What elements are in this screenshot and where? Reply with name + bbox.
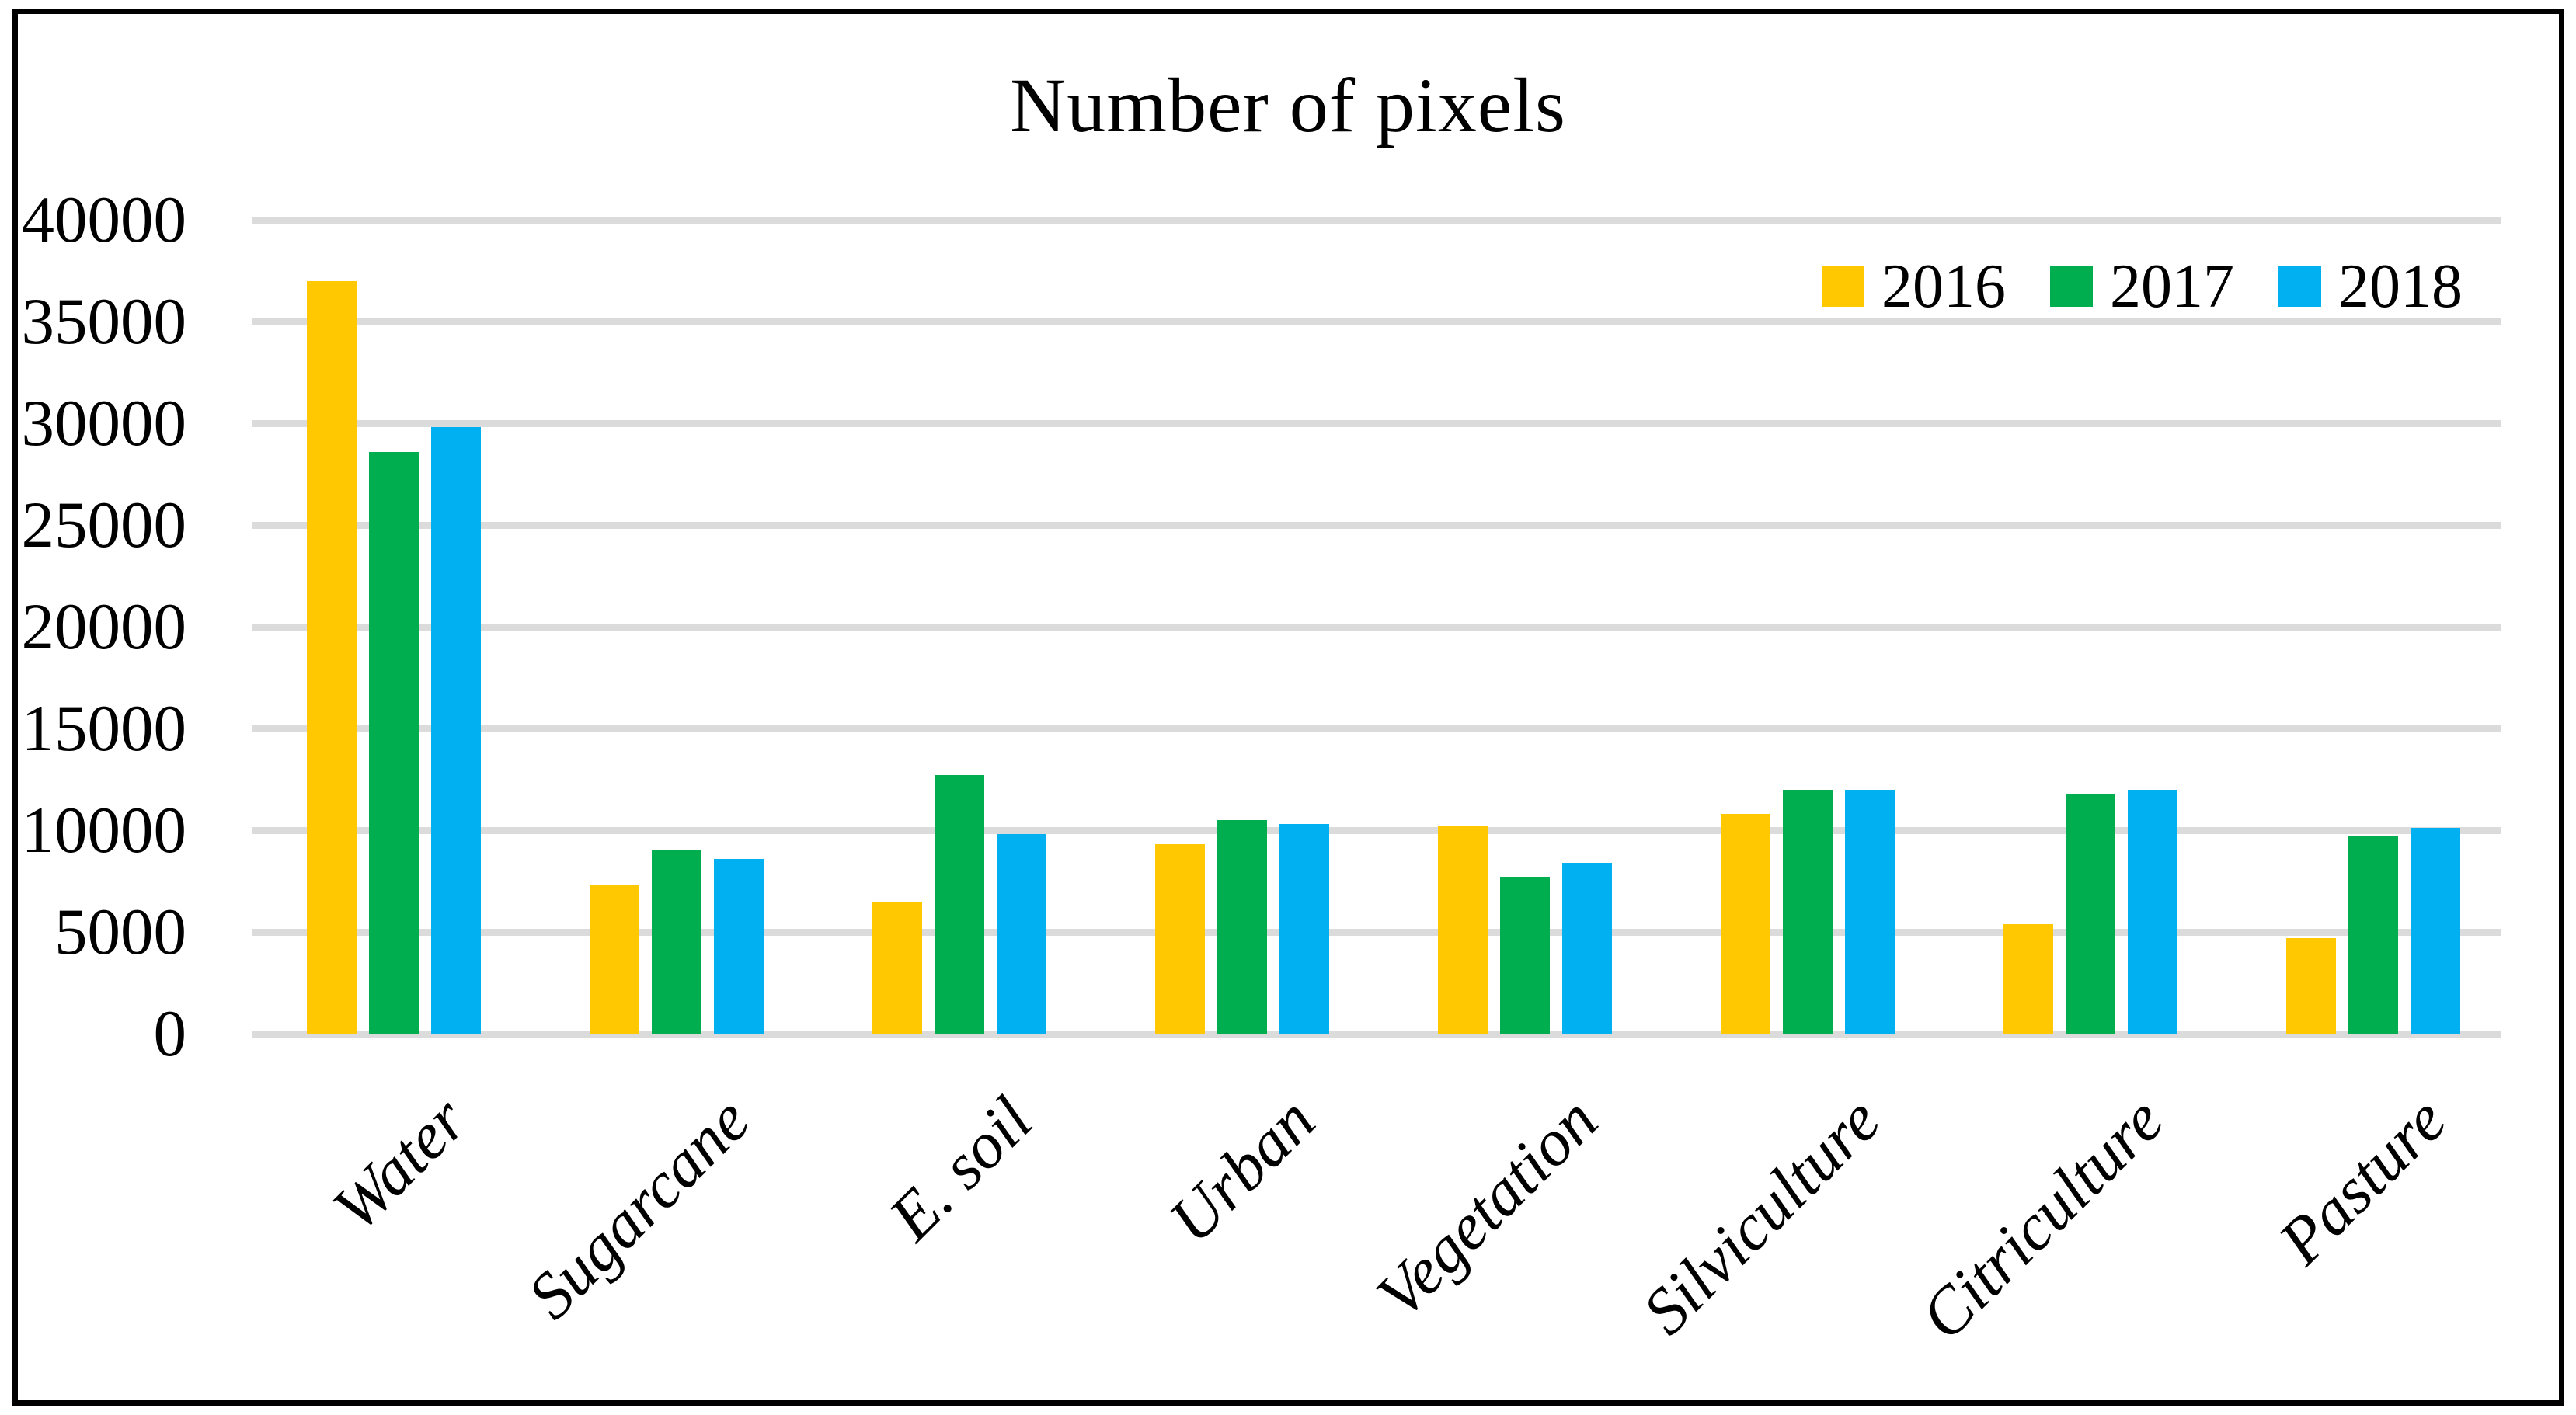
legend-swatch-2017 bbox=[2050, 266, 2093, 307]
category-label-urban: Urban bbox=[1155, 1083, 1329, 1257]
category-label-e-soil: E. soil bbox=[875, 1083, 1046, 1255]
bar-2017-pasture bbox=[2348, 836, 2398, 1034]
legend-label-2018: 2018 bbox=[2338, 252, 2463, 321]
gridline-5000 bbox=[252, 929, 2501, 936]
gridline-15000 bbox=[252, 725, 2501, 732]
bar-2016-silviculture bbox=[1721, 814, 1770, 1034]
gridline-35000 bbox=[252, 318, 2501, 325]
bar-2016-e-soil bbox=[872, 901, 922, 1034]
category-label-water: Water bbox=[319, 1083, 481, 1245]
bar-2018-silviculture bbox=[1845, 789, 1895, 1034]
legend-item-2017: 2017 bbox=[2050, 256, 2234, 318]
bar-2017-water bbox=[369, 451, 419, 1034]
chart-title: Number of pixels bbox=[1010, 62, 1566, 148]
gridline-0 bbox=[252, 1031, 2501, 1038]
y-axis-tick-label-30000: 30000 bbox=[21, 387, 187, 460]
category-label-silviculture: Silviculture bbox=[1629, 1083, 1895, 1349]
bar-2018-urban bbox=[1279, 824, 1329, 1034]
bar-2016-pasture bbox=[2286, 937, 2336, 1034]
legend-swatch-2018 bbox=[2278, 266, 2321, 307]
legend-label-2016: 2016 bbox=[1882, 252, 2006, 321]
legend-item-2018: 2018 bbox=[2278, 256, 2463, 318]
bar-2016-sugarcane bbox=[590, 885, 639, 1034]
bar-2016-water bbox=[307, 280, 357, 1034]
y-axis-tick-label-25000: 25000 bbox=[21, 488, 187, 561]
bar-2017-silviculture bbox=[1783, 789, 1833, 1034]
y-axis-tick-label-40000: 40000 bbox=[21, 183, 187, 256]
gridline-25000 bbox=[252, 522, 2501, 529]
gridline-40000 bbox=[252, 217, 2501, 224]
gridline-10000 bbox=[252, 827, 2501, 834]
category-label-pasture: Pasture bbox=[2264, 1083, 2460, 1279]
bar-2016-vegetation bbox=[1438, 826, 1488, 1034]
bar-2016-urban bbox=[1155, 844, 1205, 1034]
gridline-30000 bbox=[252, 420, 2501, 427]
legend: 2016 2017 2018 bbox=[1822, 256, 2463, 318]
bar-2017-citriculture bbox=[2066, 793, 2115, 1034]
bar-2018-citriculture bbox=[2128, 789, 2177, 1034]
y-axis-tick-label-35000: 35000 bbox=[21, 285, 187, 358]
bar-2017-urban bbox=[1217, 819, 1267, 1034]
bar-2018-pasture bbox=[2411, 828, 2460, 1034]
y-axis-tick-label-5000: 5000 bbox=[54, 895, 186, 968]
gridline-20000 bbox=[252, 624, 2501, 631]
y-axis-tick-label-0: 0 bbox=[153, 997, 187, 1070]
bar-2017-sugarcane bbox=[652, 850, 701, 1034]
bar-2017-vegetation bbox=[1500, 877, 1550, 1034]
y-axis-tick-label-10000: 10000 bbox=[21, 794, 187, 867]
bar-2017-e-soil bbox=[935, 775, 984, 1034]
category-label-citriculture: Citriculture bbox=[1906, 1083, 2177, 1354]
bar-2018-e-soil bbox=[997, 834, 1046, 1034]
legend-item-2016: 2016 bbox=[1822, 256, 2006, 318]
bar-2018-water bbox=[431, 427, 481, 1034]
bar-2018-sugarcane bbox=[714, 858, 764, 1034]
bar-2016-citriculture bbox=[2003, 923, 2053, 1034]
y-axis-tick-label-20000: 20000 bbox=[21, 590, 187, 663]
category-label-sugarcane: Sugarcane bbox=[513, 1083, 764, 1333]
category-label-vegetation: Vegetation bbox=[1363, 1083, 1612, 1333]
y-axis-tick-label-15000: 15000 bbox=[21, 692, 187, 765]
bar-2018-vegetation bbox=[1562, 862, 1612, 1034]
legend-label-2017: 2017 bbox=[2110, 252, 2234, 321]
legend-swatch-2016 bbox=[1822, 266, 1864, 307]
